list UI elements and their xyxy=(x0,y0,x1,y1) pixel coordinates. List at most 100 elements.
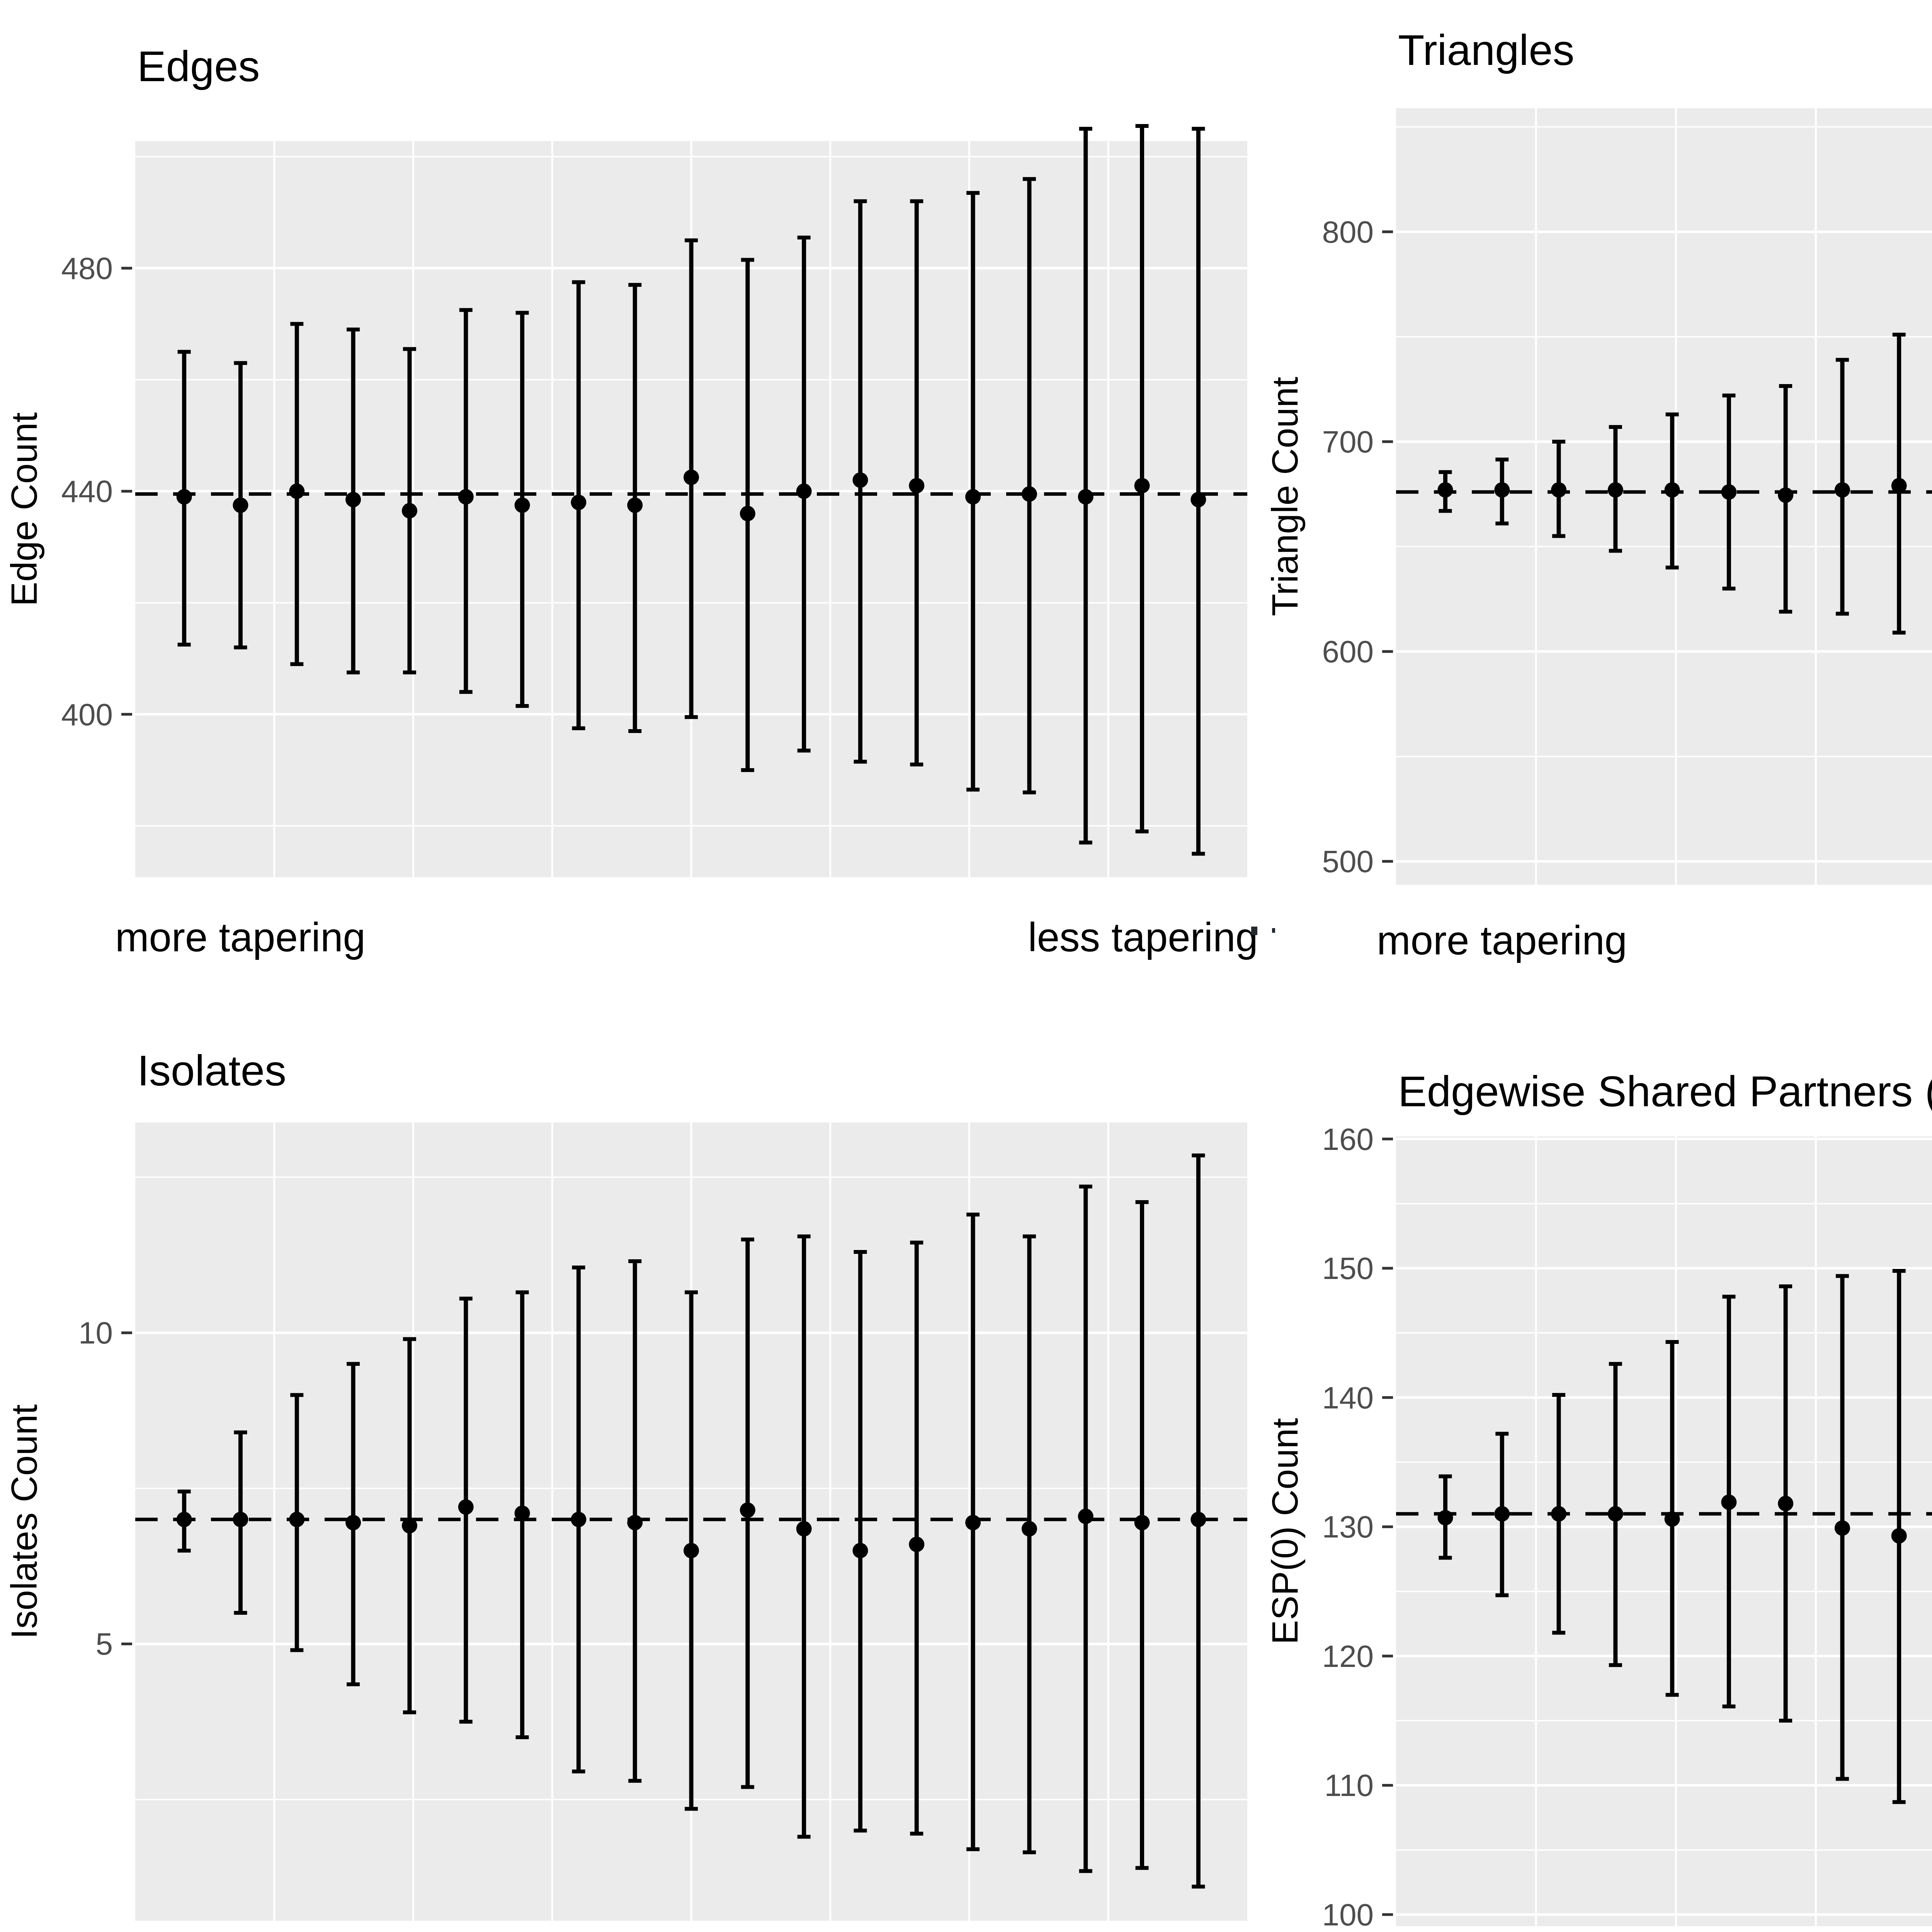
data-point xyxy=(1891,1528,1907,1544)
data-point xyxy=(177,489,192,505)
data-point xyxy=(458,1499,474,1515)
y-tick-label: 440 xyxy=(61,474,113,509)
data-point xyxy=(1778,1496,1793,1511)
data-point xyxy=(1835,1520,1850,1536)
y-tick-label: 600 xyxy=(1322,634,1374,669)
data-point xyxy=(1437,482,1453,498)
edges-chart: 400 440 480 Edges Edge Count more tapering… xyxy=(0,0,1261,997)
data-point xyxy=(1608,1506,1623,1522)
y-axis-label: Edge Count xyxy=(3,412,44,606)
data-point xyxy=(852,1543,868,1558)
data-point xyxy=(909,1537,924,1552)
plots-grid: 400 440 480 Edges Edge Count more tapering… xyxy=(0,0,1932,1932)
data-point xyxy=(1721,1495,1736,1510)
data-point xyxy=(515,1505,530,1521)
data-point xyxy=(571,495,586,510)
data-point xyxy=(965,1515,981,1530)
data-point xyxy=(402,503,417,519)
y-tick-label: 700 xyxy=(1322,425,1374,459)
data-point xyxy=(1022,486,1037,502)
y-axis-label: Isolates Count xyxy=(3,1404,44,1639)
data-point xyxy=(852,472,868,488)
data-point xyxy=(233,497,248,513)
isolates-chart: 510 Isolates Isolates Count more taperin… xyxy=(0,997,1261,1932)
data-point xyxy=(1134,478,1150,493)
data-point xyxy=(1721,484,1736,500)
panel-triangles: 500 600 700 800 Triangles Triangle Count mo… xyxy=(1261,0,1932,997)
data-point xyxy=(1891,478,1907,493)
y-tick-label: 130 xyxy=(1322,1510,1374,1544)
data-point xyxy=(909,478,924,493)
chart-title: Isolates xyxy=(137,1046,286,1095)
data-point xyxy=(740,1502,755,1518)
panel-esp0: 100 110 120 130 140 150 160 Edgewise Shared Pa… xyxy=(1261,997,1932,1932)
data-point xyxy=(1134,1515,1150,1530)
x-axis-label-left: more tapering xyxy=(1377,918,1627,963)
y-tick-label: 140 xyxy=(1322,1381,1374,1415)
y-axis-ticks: 400 440 480 xyxy=(61,251,132,732)
chart-title: Triangles xyxy=(1398,26,1574,74)
triangles-chart: 500 600 700 800 Triangles Triangle Count mo… xyxy=(1261,0,1932,997)
y-tick-label: 110 xyxy=(1324,1768,1374,1803)
data-point xyxy=(684,1543,699,1558)
plot-panel xyxy=(1396,108,1932,885)
data-point xyxy=(233,1512,248,1527)
y-tick-label: 5 xyxy=(96,1627,113,1661)
chart-title: Edges xyxy=(137,42,260,90)
data-point xyxy=(402,1518,417,1533)
x-axis-label-left: more tapering xyxy=(115,915,366,960)
data-point xyxy=(571,1512,586,1527)
data-point xyxy=(515,497,530,513)
y-axis-ticks: 500 600 700 800 xyxy=(1322,215,1393,879)
data-point xyxy=(177,1512,192,1527)
y-tick-label: 400 xyxy=(61,697,113,732)
chart-title: Edgewise Shared Partners (0) xyxy=(1398,1067,1932,1116)
data-point xyxy=(1835,482,1850,498)
data-point xyxy=(1778,487,1793,503)
y-tick-label: 150 xyxy=(1322,1251,1374,1286)
y-tick-label: 800 xyxy=(1322,215,1374,249)
y-tick-label: 120 xyxy=(1322,1639,1374,1673)
data-point xyxy=(1190,492,1206,507)
y-tick-label: 10 xyxy=(78,1316,113,1350)
esp0-chart: 100 110 120 130 140 150 160 Edgewise Shared Pa… xyxy=(1261,997,1932,1932)
clipped-text-artifact xyxy=(1272,928,1275,933)
data-point xyxy=(1665,482,1680,498)
data-point xyxy=(289,1512,304,1527)
data-point xyxy=(1551,482,1566,498)
y-tick-label: 100 xyxy=(1322,1898,1374,1932)
data-point xyxy=(1665,1511,1680,1527)
y-tick-label: 500 xyxy=(1322,844,1374,879)
data-point xyxy=(1551,1506,1566,1522)
data-point xyxy=(1022,1521,1037,1537)
y-axis-label: ESP(0) Count xyxy=(1264,1418,1305,1645)
data-point xyxy=(1078,1509,1094,1524)
y-axis-ticks: 5 10 xyxy=(78,1316,132,1661)
y-tick-label: 160 xyxy=(1322,1122,1374,1156)
panel-isolates: 510 Isolates Isolates Count more taperin… xyxy=(0,997,1261,1932)
data-point xyxy=(684,469,699,485)
data-point xyxy=(1437,1510,1453,1526)
data-point xyxy=(796,1521,812,1537)
data-point xyxy=(289,483,304,499)
data-point xyxy=(796,483,812,499)
y-axis-ticks: 100 110 120 130 140 150 160 xyxy=(1322,1122,1393,1932)
data-point xyxy=(627,1515,643,1530)
data-point xyxy=(1494,482,1510,498)
panel-edges: 400 440 480 Edges Edge Count more tapering… xyxy=(0,0,1261,997)
data-point xyxy=(1190,1512,1206,1527)
y-axis-label: Triangle Count xyxy=(1264,377,1305,616)
data-point xyxy=(345,1515,361,1530)
x-axis-label-right: less tapering xyxy=(1028,915,1258,960)
clipped-text-artifact xyxy=(1251,927,1257,935)
data-point xyxy=(1494,1506,1510,1522)
data-point xyxy=(965,489,981,505)
y-tick-label: 480 xyxy=(61,251,113,286)
data-point xyxy=(740,506,755,521)
data-point xyxy=(627,497,643,513)
data-point xyxy=(458,489,474,505)
data-point xyxy=(345,492,361,507)
plot-panel xyxy=(1396,1136,1932,1926)
data-point xyxy=(1078,489,1094,505)
data-point xyxy=(1608,482,1623,498)
